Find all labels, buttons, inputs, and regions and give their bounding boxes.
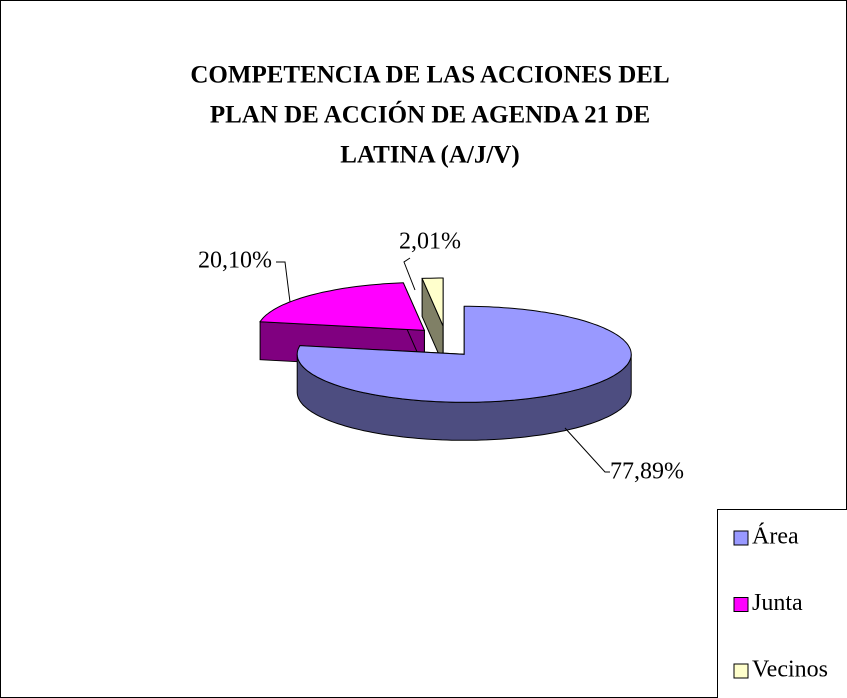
leader-line — [564, 427, 610, 473]
slice — [259, 282, 426, 331]
legend-label: Área — [752, 524, 799, 550]
legend-label: Vecinos — [752, 657, 828, 683]
legend-swatch — [733, 530, 749, 546]
data-label: 20,10% — [198, 248, 272, 274]
slice — [421, 277, 444, 327]
slice — [296, 305, 632, 403]
leader-line — [276, 261, 291, 303]
chart-title: PLAN DE ACCIÓN DE AGENDA 21 DE — [210, 101, 650, 129]
leader-line — [403, 257, 416, 291]
legend-label: Junta — [752, 590, 803, 616]
legend-swatch — [733, 663, 749, 679]
legend-swatch — [733, 597, 749, 612]
chart-title: LATINA (A/J/V) — [340, 142, 519, 169]
data-label: 2,01% — [399, 229, 461, 255]
chart-title: COMPETENCIA DE LAS ACCIONES DEL — [190, 62, 669, 89]
data-label: 77,89% — [610, 459, 684, 485]
